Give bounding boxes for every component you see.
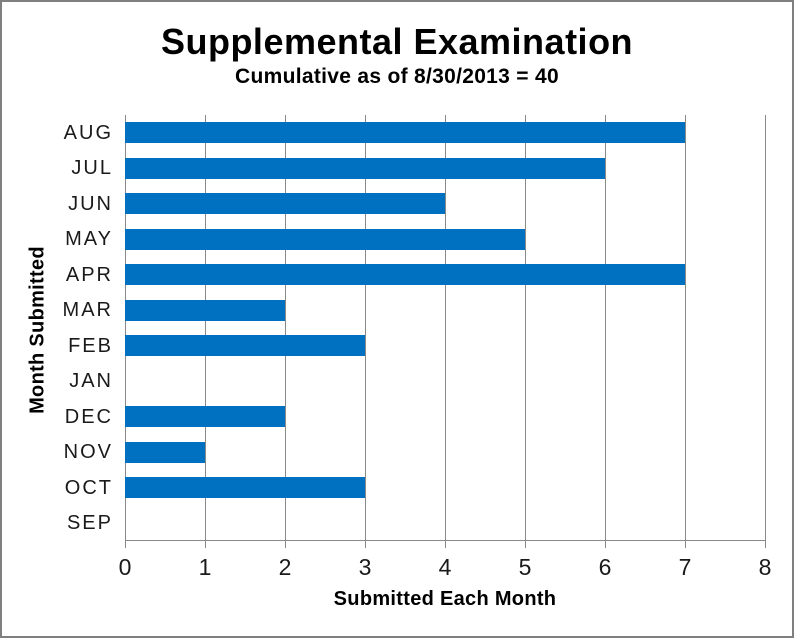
x-axis-tick-mark xyxy=(604,541,606,548)
x-tick-label: 3 xyxy=(358,554,372,580)
gridline xyxy=(444,115,446,541)
y-axis-tick-labels: AUG JUL JUN MAY APR MAR FEB JAN DEC NOV OCT SEP xyxy=(2,115,113,541)
gridline xyxy=(364,115,366,541)
x-axis-tick-labels: 0 1 2 3 4 5 6 7 8 xyxy=(119,554,772,580)
bar-mar xyxy=(125,299,285,321)
bar-oct xyxy=(125,477,365,499)
y-tick-label: MAR xyxy=(62,299,113,322)
x-axis-tick-mark xyxy=(524,541,526,548)
gridline xyxy=(284,115,286,541)
gridline xyxy=(124,115,126,541)
x-tick-label: 5 xyxy=(518,554,532,580)
y-tick-label: MAY xyxy=(65,228,113,251)
x-tick-label: 2 xyxy=(278,554,292,580)
bar-may xyxy=(125,228,525,250)
x-axis-tick-mark xyxy=(684,541,686,548)
x-axis-tick-mark xyxy=(284,541,286,548)
x-tick-label: 0 xyxy=(118,554,132,580)
bar-feb xyxy=(125,335,365,357)
bar-apr xyxy=(125,264,685,286)
gridline xyxy=(204,115,206,541)
x-axis-line xyxy=(125,540,765,541)
y-tick-label: APR xyxy=(65,263,113,286)
y-tick-label: AUG xyxy=(63,121,113,144)
y-tick-label: DEC xyxy=(64,405,113,428)
gridline xyxy=(684,115,686,541)
y-tick-label: FEB xyxy=(68,334,113,357)
x-axis-title: Submitted Each Month xyxy=(333,588,557,610)
chart-title: Supplemental Examination xyxy=(160,21,634,62)
y-tick-label: JUN xyxy=(68,192,113,215)
gridline xyxy=(604,115,606,541)
x-tick-label: 1 xyxy=(198,554,212,580)
y-tick-label: JUL xyxy=(71,157,113,180)
bar-jun xyxy=(125,193,445,215)
x-tick-label: 7 xyxy=(678,554,692,580)
x-axis-tick-mark xyxy=(364,541,366,548)
gridline xyxy=(764,115,766,541)
x-tick-label: 8 xyxy=(758,554,772,580)
x-axis-tick-mark xyxy=(124,541,126,548)
bar-dec xyxy=(125,406,285,428)
y-tick-label: SEP xyxy=(66,512,113,535)
bar-aug xyxy=(125,122,685,144)
x-axis-tick-mark xyxy=(444,541,446,548)
bar-nov xyxy=(125,441,205,463)
gridline xyxy=(524,115,526,541)
plot-area xyxy=(124,115,766,548)
x-axis-tick-mark xyxy=(204,541,206,548)
y-tick-label: OCT xyxy=(64,476,113,499)
y-tick-label: JAN xyxy=(69,370,113,393)
bar-jul xyxy=(125,157,605,179)
chart-subtitle: Cumulative as of 8/30/2013 = 40 xyxy=(235,65,559,88)
x-axis-tick-mark xyxy=(764,541,766,548)
y-tick-label: NOV xyxy=(63,441,113,464)
x-tick-label: 6 xyxy=(598,554,612,580)
x-tick-label: 4 xyxy=(438,554,452,580)
